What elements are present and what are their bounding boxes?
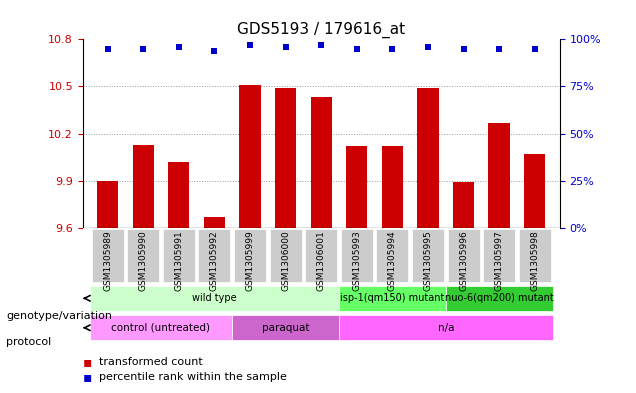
Point	[102, 46, 113, 52]
Text: isp-1(qm150) mutant: isp-1(qm150) mutant	[340, 293, 445, 303]
Point	[138, 46, 148, 52]
FancyBboxPatch shape	[92, 229, 123, 282]
Bar	[97, 181, 118, 228]
FancyBboxPatch shape	[448, 229, 480, 282]
Text: wild type: wild type	[192, 293, 237, 303]
Bar	[275, 88, 296, 228]
Text: control (untreated): control (untreated)	[111, 323, 211, 333]
Bar	[239, 85, 261, 228]
FancyBboxPatch shape	[412, 229, 444, 282]
FancyBboxPatch shape	[341, 229, 373, 282]
FancyBboxPatch shape	[305, 229, 337, 282]
Text: GSM1305998: GSM1305998	[530, 230, 539, 291]
Bar	[453, 182, 474, 228]
Text: GSM1305991: GSM1305991	[174, 230, 183, 291]
Text: GSM1305996: GSM1305996	[459, 230, 468, 291]
FancyBboxPatch shape	[339, 286, 446, 311]
Point	[494, 46, 504, 52]
Text: protocol: protocol	[6, 337, 52, 347]
Bar	[168, 162, 190, 228]
Bar	[132, 145, 154, 228]
FancyBboxPatch shape	[377, 229, 408, 282]
Point	[423, 44, 433, 50]
Point	[245, 42, 255, 48]
FancyBboxPatch shape	[198, 229, 230, 282]
FancyBboxPatch shape	[446, 286, 553, 311]
Text: GSM1306001: GSM1306001	[317, 230, 326, 291]
Text: transformed count: transformed count	[99, 356, 202, 367]
Bar	[204, 217, 225, 228]
FancyBboxPatch shape	[232, 315, 339, 340]
Point	[459, 46, 469, 52]
Text: GSM1305997: GSM1305997	[495, 230, 504, 291]
Text: percentile rank within the sample: percentile rank within the sample	[99, 372, 286, 382]
Bar	[310, 97, 332, 228]
Text: ▪: ▪	[83, 354, 92, 369]
Text: GSM1305990: GSM1305990	[139, 230, 148, 291]
FancyBboxPatch shape	[519, 229, 551, 282]
FancyBboxPatch shape	[270, 229, 301, 282]
Text: GSM1305995: GSM1305995	[424, 230, 432, 291]
Point	[387, 46, 398, 52]
Point	[280, 44, 291, 50]
FancyBboxPatch shape	[483, 229, 515, 282]
Text: GSM1305993: GSM1305993	[352, 230, 361, 291]
Bar	[346, 146, 368, 228]
FancyBboxPatch shape	[127, 229, 159, 282]
Text: GSM1305992: GSM1305992	[210, 230, 219, 291]
Text: GSM1305999: GSM1305999	[245, 230, 254, 291]
FancyBboxPatch shape	[90, 286, 339, 311]
FancyBboxPatch shape	[234, 229, 266, 282]
Bar	[488, 123, 510, 228]
Text: paraquat: paraquat	[262, 323, 309, 333]
Text: n/a: n/a	[438, 323, 454, 333]
Text: ▪: ▪	[83, 370, 92, 384]
FancyBboxPatch shape	[339, 315, 553, 340]
Text: genotype/variation: genotype/variation	[6, 311, 113, 321]
FancyBboxPatch shape	[90, 315, 232, 340]
Point	[530, 46, 540, 52]
Bar	[417, 88, 439, 228]
Bar	[524, 154, 546, 228]
Text: GSM1306000: GSM1306000	[281, 230, 290, 291]
Point	[174, 44, 184, 50]
Bar	[382, 146, 403, 228]
FancyBboxPatch shape	[163, 229, 195, 282]
Text: GSM1305989: GSM1305989	[103, 230, 112, 291]
Point	[209, 48, 219, 54]
Point	[352, 46, 362, 52]
Point	[316, 42, 326, 48]
Text: GSM1305994: GSM1305994	[388, 230, 397, 291]
Title: GDS5193 / 179616_at: GDS5193 / 179616_at	[237, 22, 405, 38]
Text: nuo-6(qm200) mutant: nuo-6(qm200) mutant	[445, 293, 553, 303]
